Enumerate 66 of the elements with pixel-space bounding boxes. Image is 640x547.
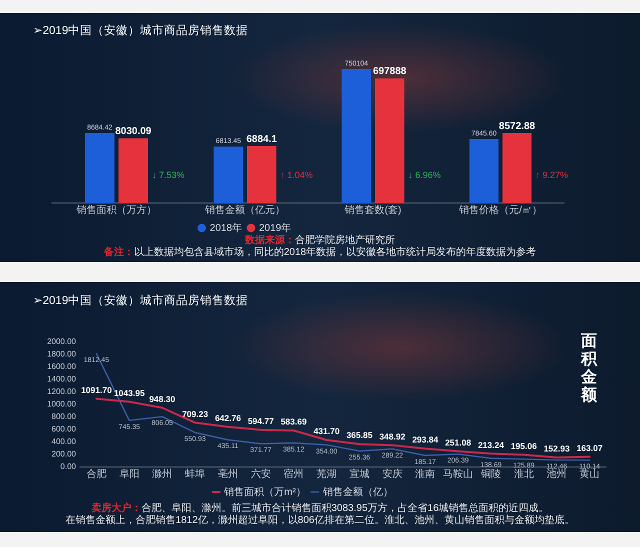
- x-tick-label: 六安: [250, 468, 271, 480]
- x-tick-label: 池州: [546, 468, 567, 480]
- y-tick-label: 1200.00: [47, 387, 77, 396]
- data-label: 293.84: [412, 434, 438, 445]
- y-tick-label: 2000.00: [47, 337, 77, 346]
- text: 面积金额: [580, 333, 598, 405]
- annotation: ↑ 1.04%: [280, 169, 313, 181]
- annotation: ↓ 6.96%: [408, 169, 441, 181]
- x-tick-label: 马鞍山: [443, 468, 474, 480]
- y-tick-label: 200.00: [52, 450, 77, 459]
- y-tick-label: 1400.00: [47, 374, 77, 384]
- x-tick-label: 亳州: [218, 468, 238, 480]
- data-label: 1043.95: [114, 388, 145, 398]
- x-tick-label: 黄山: [580, 468, 600, 480]
- x-tick-label: 淮南: [415, 468, 436, 480]
- x-tick-label: 销售面积（万方）: [76, 204, 156, 216]
- x-tick-label: 铜陵: [480, 468, 501, 480]
- x-tick-label: 合肥: [86, 468, 106, 480]
- data-label: 8572.88: [498, 120, 536, 132]
- data-label: 195.06: [510, 440, 538, 451]
- x-tick-label: 宣城: [349, 468, 370, 480]
- x-tick-label: 阜阳: [119, 468, 140, 480]
- x-tick-label: 蚌埠: [185, 468, 206, 480]
- legend-label: 销售金额（亿）: [322, 486, 393, 498]
- legend-label: 2018年: [210, 222, 242, 234]
- data-label: 594.77: [248, 416, 274, 426]
- data-label: 948.30: [149, 394, 176, 404]
- data-label: 1091.70: [81, 384, 112, 395]
- y-tick-label: 600.00: [52, 424, 77, 434]
- chart-title: ➢2019中国（安徽）城市商品房销售数据: [33, 293, 248, 309]
- source-note: 数据来源：合肥学院房地产研究所: [245, 235, 395, 246]
- y-tick-label: 0.00: [60, 462, 77, 472]
- y-tick-label: 800.00: [52, 412, 77, 422]
- data-label: 642.76: [214, 412, 242, 423]
- data-label: 431.70: [314, 426, 340, 436]
- x-tick-label: 淮北: [514, 468, 534, 480]
- annotation: ↓ 7.53%: [152, 169, 185, 181]
- data-label: 163.07: [576, 442, 603, 453]
- text: 在销售金额上，合肥销售1812亿，滁州超过阜阳，以806亿排在第二位。淮北、池州、黄山销售面积与金额均垫底。: [64, 515, 576, 527]
- data-label: 365.85: [346, 430, 373, 440]
- x-tick-label: 宿州: [284, 468, 304, 480]
- data-label: 6884.1: [246, 134, 278, 145]
- data-label: 583.69: [280, 416, 307, 427]
- data-label: 152.93: [544, 444, 570, 454]
- text: 备注：以上数据均包含县域市场，同比的2018年数据，以安徽各地市统计局发布的年度数据为参考: [104, 247, 536, 258]
- data-label: 8030.09: [115, 126, 152, 138]
- chart-title: ➢2019中国（安徽）城市商品房销售数据: [33, 23, 248, 39]
- y-tick-label: 1000.00: [47, 400, 77, 409]
- data-label: 697888: [372, 66, 407, 78]
- x-tick-label: 安庆: [382, 468, 402, 480]
- x-tick-label: 销售金额（亿元）: [204, 204, 285, 216]
- x-tick-label: 销售价格（元/㎡）: [458, 204, 542, 216]
- y-tick-label: 1600.00: [47, 362, 77, 372]
- data-label: 213.24: [478, 440, 504, 450]
- data-label: 251.08: [445, 437, 472, 448]
- y-tick-label: 1800.00: [47, 350, 77, 359]
- data-label: 709.23: [182, 408, 208, 419]
- x-tick-label: 滁州: [152, 468, 172, 480]
- x-tick-label: 芜湖: [316, 468, 337, 480]
- annotation: ↑ 9.27%: [536, 169, 568, 181]
- legend-label: 销售面积（万m²）: [223, 486, 306, 498]
- data-label: 348.92: [379, 431, 406, 442]
- x-tick-label: 销售套数(套): [344, 204, 402, 216]
- legend-label: 2019年: [259, 222, 292, 234]
- text: 卖房大户：合肥、阜阳、滁州。前三城市合计销售面积3083.95万方，占全省16城销售总面积的近四成。: [91, 503, 549, 514]
- y-tick-label: 400.00: [52, 437, 77, 446]
